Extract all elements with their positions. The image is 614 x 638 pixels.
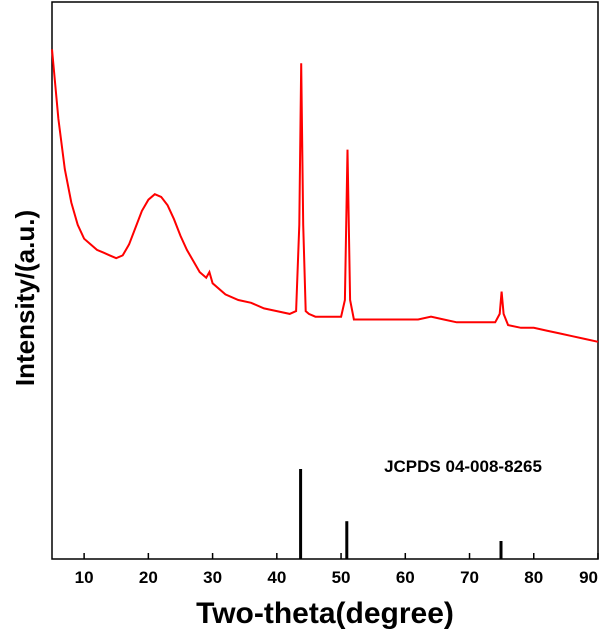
reference-bar <box>299 469 303 559</box>
x-tick-label: 10 <box>75 568 94 587</box>
x-tick-label: 50 <box>332 568 351 587</box>
x-tick-label: 60 <box>396 568 415 587</box>
y-axis-title: Intensity/(a.u.) <box>10 210 40 386</box>
reference-bar <box>345 521 349 559</box>
x-tick-label: 30 <box>203 568 222 587</box>
x-axis-ticks: 10 20 30 40 50 60 70 80 90 <box>75 553 599 587</box>
x-tick-label: 20 <box>139 568 158 587</box>
x-axis-title: Two-theta(degree) <box>196 597 454 630</box>
xrd-pattern-line <box>51 49 599 343</box>
plot-frame <box>51 1 599 560</box>
reference-bars <box>299 469 503 559</box>
reference-label: JCPDS 04-008-8265 <box>384 457 542 476</box>
x-tick-label: 40 <box>267 568 286 587</box>
x-tick-label: 90 <box>579 568 598 587</box>
x-tick-label: 70 <box>460 568 479 587</box>
x-tick-label: 80 <box>524 568 543 587</box>
reference-bar <box>499 541 503 559</box>
